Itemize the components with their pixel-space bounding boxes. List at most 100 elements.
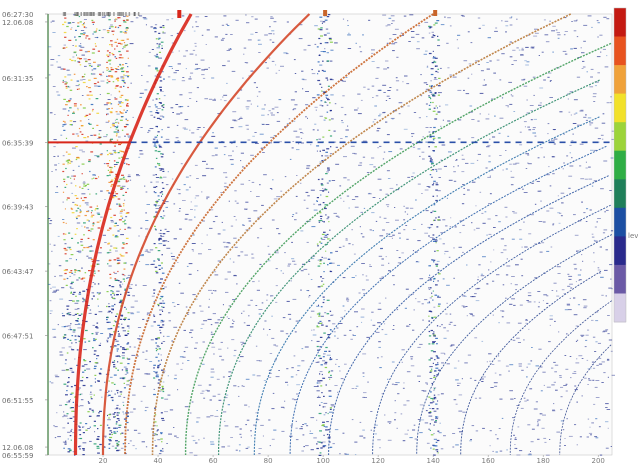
noise-dot — [345, 129, 349, 131]
band-dot — [153, 377, 156, 379]
noise-dot — [292, 260, 296, 262]
noise-dot — [487, 37, 491, 39]
band-dot — [117, 129, 119, 131]
band-dot — [123, 81, 126, 84]
band-dot — [77, 323, 81, 325]
noise-dot — [537, 306, 540, 308]
band-dot — [79, 422, 82, 424]
noise-dot — [347, 179, 350, 181]
noise-dot — [588, 378, 590, 380]
noise-dot — [248, 335, 252, 337]
band-dot — [433, 376, 436, 379]
noise-dot — [486, 68, 490, 70]
band-dot — [322, 296, 325, 298]
noise-dot — [310, 258, 315, 260]
noise-dot — [53, 146, 56, 148]
noise-dot — [576, 124, 581, 126]
noise-dot — [531, 47, 535, 49]
noise-dot — [564, 17, 567, 19]
noise-dot — [313, 329, 315, 331]
noise-dot — [300, 426, 303, 428]
band-dot — [322, 136, 325, 138]
noise-dot — [112, 122, 115, 124]
band-dot — [67, 381, 70, 383]
noise-dot — [116, 404, 119, 406]
band-dot — [83, 222, 86, 224]
noise-dot — [205, 44, 207, 45]
noise-dot — [394, 400, 396, 402]
noise-dot — [146, 312, 151, 314]
noise-dot — [546, 302, 549, 304]
noise-dot — [436, 195, 438, 197]
noise-dot — [572, 133, 574, 135]
noise-dot — [78, 405, 80, 407]
noise-dot — [562, 168, 564, 170]
noise-dot — [378, 346, 381, 348]
band-dot — [120, 178, 123, 180]
noise-dot — [252, 135, 255, 137]
noise-dot — [362, 353, 367, 355]
noise-dot — [508, 370, 510, 372]
band-dot — [76, 54, 77, 56]
noise-dot — [323, 402, 328, 404]
band-dot — [160, 295, 164, 298]
x-tick-label: 20 — [99, 457, 108, 465]
band-dot — [438, 77, 441, 79]
noise-dot — [417, 183, 421, 185]
band-dot — [114, 126, 117, 128]
noise-dot — [127, 277, 130, 279]
noise-dot — [482, 427, 485, 429]
band-dot — [122, 443, 125, 445]
band-dot — [433, 335, 436, 337]
noise-dot — [319, 161, 324, 163]
noise-dot — [569, 283, 573, 285]
noise-dot — [586, 436, 589, 438]
band-dot — [156, 425, 158, 427]
band-dot — [89, 408, 92, 410]
noise-dot — [377, 308, 382, 310]
noise-dot — [214, 36, 218, 38]
noise-dot — [291, 241, 293, 243]
noise-dot — [457, 427, 461, 429]
noise-dot — [377, 322, 381, 324]
band-dot — [63, 129, 66, 131]
noise-dot — [228, 200, 230, 202]
noise-dot — [306, 207, 309, 209]
noise-dot — [448, 151, 452, 153]
band-dot — [78, 425, 80, 427]
band-dot — [433, 210, 437, 212]
band-dot — [96, 438, 99, 440]
top-marker — [177, 10, 182, 18]
band-dot — [70, 449, 72, 451]
noise-dot — [496, 59, 500, 61]
band-dot — [433, 182, 435, 184]
noise-dot — [412, 329, 415, 331]
noise-dot — [148, 129, 150, 131]
band-dot — [89, 426, 91, 428]
band-dot — [162, 244, 166, 246]
noise-dot — [402, 81, 404, 83]
noise-dot — [538, 348, 542, 350]
noise-dot — [378, 341, 381, 343]
band-dot — [318, 220, 322, 222]
noise-dot — [583, 40, 586, 42]
noise-dot — [530, 360, 533, 362]
band-dot — [117, 103, 120, 106]
noise-dot — [221, 24, 225, 26]
noise-dot — [526, 112, 530, 114]
band-dot — [127, 429, 129, 431]
noise-dot — [246, 100, 251, 102]
noise-dot — [166, 247, 171, 249]
noise-dot — [381, 264, 385, 266]
noise-dot — [581, 52, 585, 54]
band-dot — [114, 71, 118, 73]
band-dot — [153, 27, 157, 29]
noise-dot — [485, 167, 488, 169]
noise-dot — [399, 237, 401, 239]
band-dot — [320, 27, 323, 29]
noise-dot — [461, 305, 465, 307]
band-dot — [113, 374, 117, 376]
noise-dot — [537, 438, 540, 440]
noise-dot — [295, 420, 297, 422]
noise-dot — [563, 429, 565, 431]
